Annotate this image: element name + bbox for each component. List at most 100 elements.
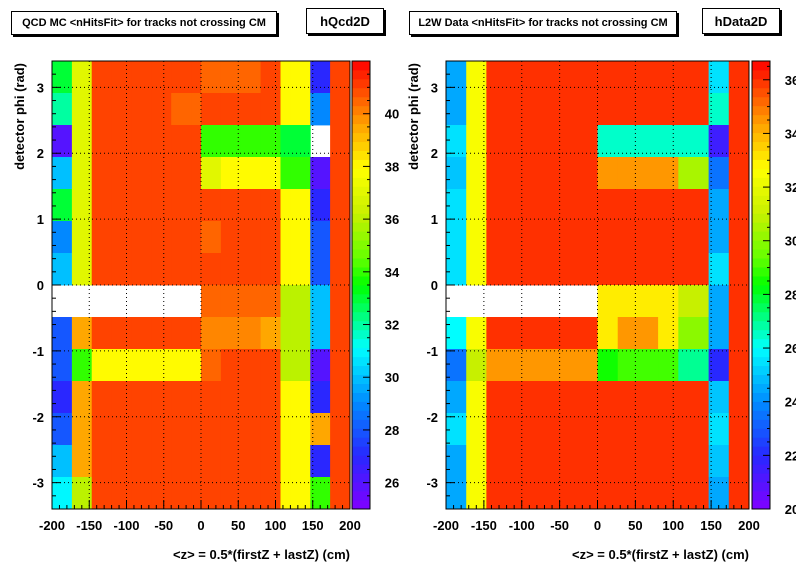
colorbar-segment: [352, 96, 370, 107]
heatmap-cell: [151, 445, 172, 478]
heatmap-cell: [280, 317, 291, 350]
heatmap-cell: [71, 93, 93, 126]
colorbar-segment: [352, 374, 370, 384]
heatmap-cell: [486, 413, 507, 446]
heatmap-cell: [240, 413, 261, 446]
colorbar-segment: [752, 249, 770, 259]
colorbar-segment: [752, 356, 770, 367]
colorbar-segment: [352, 401, 370, 411]
left-title-box: QCD MC <nHitsFit> for tracks not crossin…: [11, 11, 277, 35]
colorbar-segment: [352, 311, 370, 322]
heatmap-cell: [587, 157, 598, 190]
colorbar-segment: [752, 320, 770, 331]
heatmap-cell: [587, 125, 598, 158]
heatmap-cell: [617, 61, 639, 94]
heatmap-cell: [678, 445, 689, 478]
colorbar-tick-label: 22: [785, 448, 796, 463]
heatmap-cell: [658, 93, 679, 126]
colorbar-segment: [752, 500, 770, 510]
heatmap-cell: [486, 125, 507, 158]
heatmap-cell: [111, 221, 132, 254]
heatmap-cell: [71, 317, 93, 350]
heatmap-cell: [111, 477, 132, 510]
heatmap-cell: [171, 381, 192, 414]
heatmap-cell: [486, 221, 507, 254]
colorbar-segment: [352, 392, 370, 402]
colorbar-segment: [352, 428, 370, 438]
heatmap-cell: [617, 413, 639, 446]
heatmap-cell: [546, 253, 568, 286]
heatmap-cell: [330, 381, 351, 414]
heatmap-cell: [52, 381, 73, 414]
colorbar-segment: [752, 222, 770, 232]
heatmap-cell: [546, 445, 568, 478]
colorbar-segment: [352, 186, 370, 196]
heatmap-cell: [567, 477, 588, 510]
heatmap-cell: [728, 221, 750, 254]
heatmap-cell: [526, 221, 548, 254]
heatmap-cell: [587, 93, 598, 126]
colorbar-segment: [752, 482, 770, 492]
colorbar-segment: [752, 347, 770, 358]
heatmap-cell: [708, 477, 730, 510]
heatmap-cell: [546, 61, 568, 94]
heatmap-cell: [486, 93, 507, 126]
heatmap-cell: [728, 477, 750, 510]
colorbar-segment: [752, 302, 770, 313]
heatmap-cell: [201, 157, 222, 190]
colorbar-segment: [752, 69, 770, 80]
heatmap-cell: [678, 189, 689, 222]
right-chart-title: L2W Data <nHitsFit> for tracks not cross…: [418, 17, 668, 29]
x-tick-label: 100: [662, 518, 684, 533]
colorbar-segment: [752, 383, 770, 393]
heatmap-cell: [91, 93, 112, 126]
heatmap-cell: [446, 381, 467, 414]
left-histogram-name: hQcd2D: [320, 13, 370, 29]
y-tick-label: 2: [431, 146, 438, 161]
heatmap-cell: [131, 413, 152, 446]
heatmap-cell: [131, 349, 152, 382]
colorbar-segment: [352, 204, 370, 214]
heatmap-cell: [201, 445, 222, 478]
heatmap-cell: [330, 93, 351, 126]
heatmap-cell: [658, 477, 679, 510]
heatmap-cell: [52, 125, 73, 158]
heatmap-cell: [678, 317, 689, 350]
heatmap-cell: [567, 445, 588, 478]
heatmap-cell: [506, 413, 528, 446]
heatmap-cell: [171, 445, 192, 478]
heatmap-cell: [52, 61, 73, 94]
heatmap-cell: [486, 477, 507, 510]
colorbar-segment: [752, 455, 770, 465]
heatmap-cell: [290, 477, 311, 510]
heatmap-cell: [171, 189, 192, 222]
heatmap-cell: [240, 93, 261, 126]
colorbar-segment: [352, 222, 370, 232]
heatmap-cell: [280, 93, 291, 126]
heatmap-cell: [91, 253, 112, 286]
colorbar-segment: [352, 473, 370, 483]
heatmap-cell: [280, 253, 291, 286]
colorbar-segment: [352, 293, 370, 304]
colorbar-segment: [352, 482, 370, 492]
x-tick-label: -150: [76, 518, 102, 533]
heatmap-cell: [678, 381, 689, 414]
heatmap-cell: [728, 285, 750, 318]
heatmap-cell: [506, 221, 528, 254]
heatmap-cell: [71, 413, 93, 446]
heatmap-cell: [71, 189, 93, 222]
heatmap-cell: [240, 285, 261, 318]
heatmap-cell: [52, 221, 73, 254]
colorbar-segment: [352, 302, 370, 313]
heatmap-cell: [191, 413, 202, 446]
heatmap-cell: [310, 285, 331, 318]
y-tick-label: 2: [37, 146, 44, 161]
heatmap-cell: [280, 221, 291, 254]
heatmap-cell: [617, 253, 639, 286]
heatmap-cell: [526, 93, 548, 126]
heatmap-cell: [111, 189, 132, 222]
heatmap-cell: [201, 125, 222, 158]
heatmap-cell: [617, 445, 639, 478]
heatmap-cell: [446, 317, 467, 350]
heatmap-cell: [201, 477, 222, 510]
